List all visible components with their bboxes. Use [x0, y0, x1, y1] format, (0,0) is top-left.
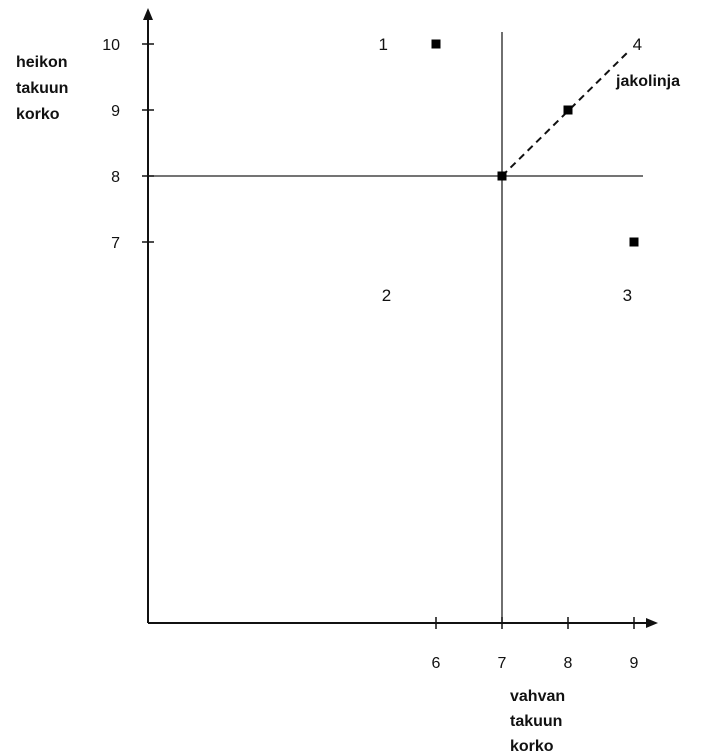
x-tick-label-7: 7	[498, 655, 507, 672]
y-tick-label-8: 8	[111, 169, 120, 186]
x-axis-title-line-3: korko	[510, 738, 554, 755]
x-axis-title: vahvan takuun korko	[510, 688, 565, 755]
y-tick-label-7: 7	[111, 235, 120, 252]
region-label-2: 2	[382, 286, 391, 305]
y-axis-title-line-3: korko	[16, 106, 60, 123]
y-axis-title-line-1: heikon	[16, 54, 68, 71]
data-points	[431, 39, 639, 247]
y-axis-title: heikon takuun korko	[16, 54, 68, 123]
data-point-4	[629, 237, 639, 247]
data-point-1	[431, 39, 441, 49]
data-point-3	[563, 105, 573, 115]
x-tick-labels: 6 7 8 9	[432, 617, 639, 672]
region-label-1: 1	[378, 35, 387, 54]
x-tick-label-8: 8	[564, 655, 573, 672]
x-axis-title-line-2: takuun	[510, 713, 562, 730]
x-tick-label-9: 9	[630, 655, 639, 672]
y-tick-label-9: 9	[111, 103, 120, 120]
region-label-3: 3	[623, 286, 632, 305]
dividing-line-label: jakolinja	[615, 73, 680, 90]
y-tick-labels: 7 8 9 10	[102, 37, 154, 252]
data-point-2	[497, 171, 507, 181]
x-axis-title-line-1: vahvan	[510, 688, 565, 705]
region-labels: 1 2 3 4	[378, 35, 642, 305]
y-axis-title-line-2: takuun	[16, 80, 68, 97]
region-label-4: 4	[633, 35, 642, 54]
x-tick-label-6: 6	[432, 655, 441, 672]
y-tick-label-10: 10	[102, 37, 120, 54]
